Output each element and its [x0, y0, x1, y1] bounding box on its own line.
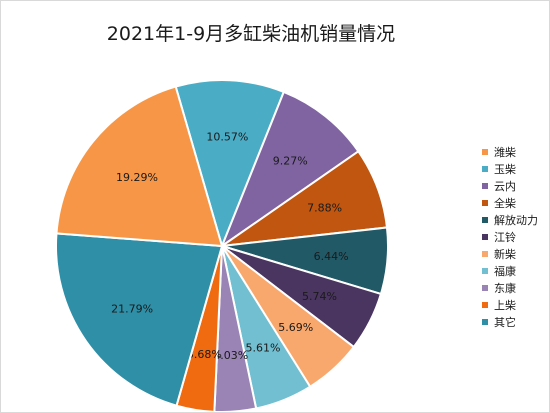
legend-item-11: 其它: [482, 313, 538, 330]
legend-item-10: 上柴: [482, 296, 538, 313]
pie-slice-11: [55, 232, 224, 407]
legend-item-3: 云内: [482, 177, 538, 194]
data-label-2: 10.57%: [206, 131, 248, 144]
legend-swatch: [482, 284, 488, 291]
legend-item-1: 潍柴: [482, 143, 538, 160]
legend-label: 解放动力: [494, 213, 538, 227]
legend-label: 全柴: [494, 196, 516, 210]
legend-swatch: [482, 199, 488, 206]
data-label-11: 21.79%: [111, 303, 153, 316]
legend-swatch: [482, 250, 488, 257]
data-label-1: 19.29%: [116, 171, 158, 184]
legend-swatch: [482, 301, 488, 308]
legend-label: 云内: [494, 179, 516, 193]
data-label-3: 9.27%: [273, 154, 308, 167]
legend-item-6: 江铃: [482, 228, 538, 245]
legend-swatch: [482, 216, 488, 223]
data-label-6: 5.74%: [302, 290, 337, 303]
legend-label: 潍柴: [494, 145, 516, 159]
legend-item-2: 玉柴: [482, 160, 538, 177]
data-label-5: 6.44%: [314, 250, 349, 263]
legend-swatch: [482, 318, 488, 325]
data-label-10: 3.68%: [187, 348, 222, 361]
legend-item-8: 福康: [482, 262, 538, 279]
legend-item-4: 全柴: [482, 194, 538, 211]
legend-item-7: 新柴: [482, 245, 538, 262]
legend-swatch: [482, 148, 488, 155]
legend-swatch: [482, 182, 488, 189]
legend-swatch: [482, 233, 488, 240]
legend-label: 东康: [494, 281, 516, 295]
pie-slice-1: [55, 85, 224, 248]
data-label-4: 7.88%: [307, 201, 342, 214]
data-label-8: 5.61%: [245, 342, 280, 355]
legend-item-9: 东康: [482, 279, 538, 296]
legend-label: 福康: [494, 264, 516, 278]
legend-item-5: 解放动力: [482, 211, 538, 228]
legend-label: 江铃: [494, 230, 516, 244]
legend: 潍柴玉柴云内全柴解放动力江铃新柴福康东康上柴其它: [482, 143, 538, 330]
legend-swatch: [482, 267, 488, 274]
data-label-9: 4.03%: [213, 349, 248, 362]
data-label-7: 5.69%: [278, 321, 313, 334]
legend-label: 上柴: [494, 298, 516, 312]
legend-label: 新柴: [494, 247, 516, 261]
legend-swatch: [482, 165, 488, 172]
pie-slice-3: [219, 90, 360, 249]
legend-label: 玉柴: [494, 162, 516, 176]
legend-label: 其它: [494, 315, 516, 329]
chart-title: 2021年1-9月多缸柴油机销量情况: [106, 23, 396, 45]
pie-slice-2: [174, 79, 286, 250]
